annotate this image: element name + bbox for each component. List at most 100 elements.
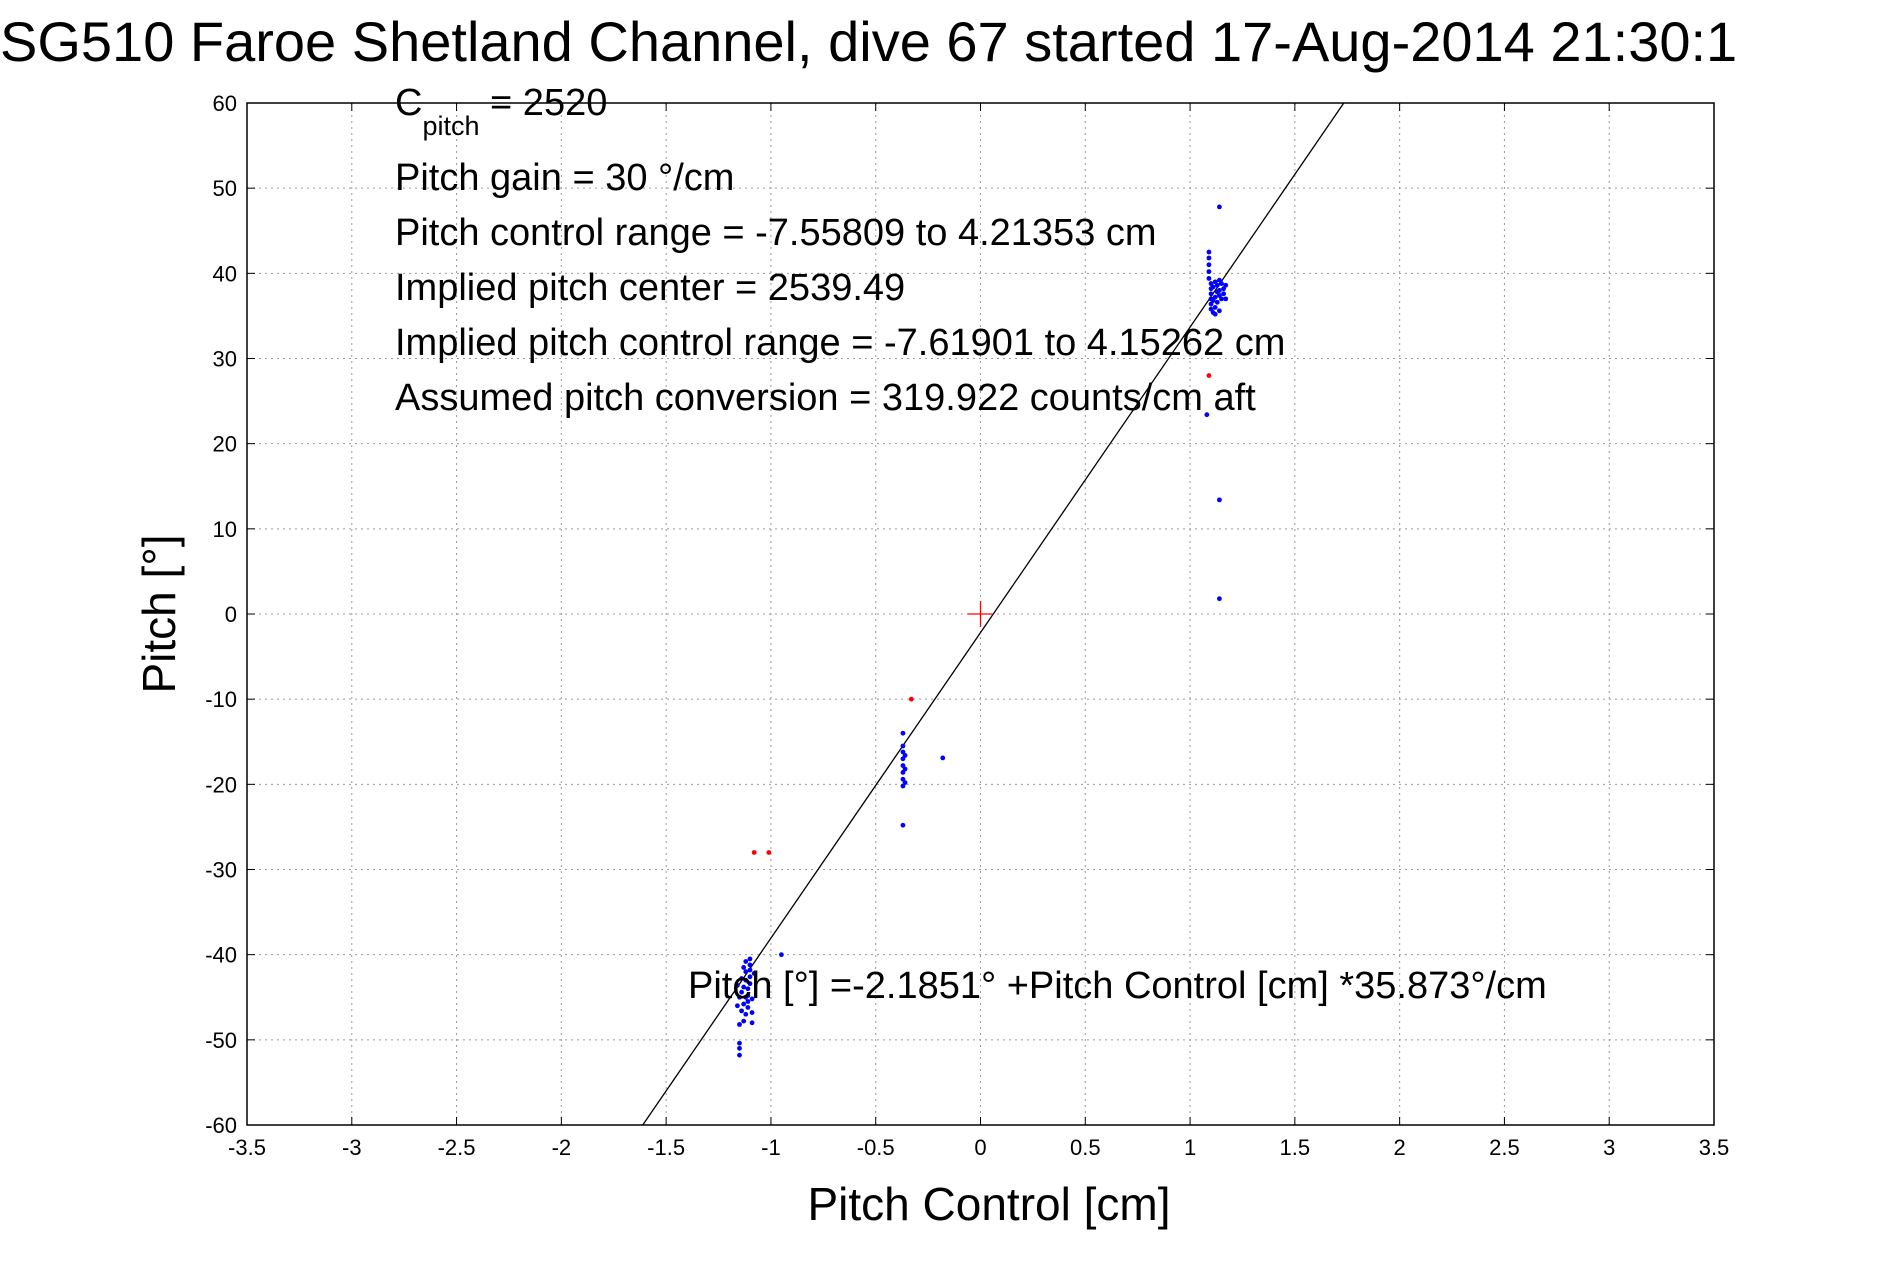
data-point	[747, 962, 753, 968]
y-tick-label: -30	[205, 858, 237, 883]
data-point	[737, 1022, 742, 1027]
x-tick-label: -3.5	[228, 1135, 266, 1160]
data-point	[747, 956, 753, 962]
data-point	[1212, 305, 1218, 310]
annotation-pitch-control-range: Pitch control range = -7.55809 to 4.2135…	[395, 212, 1157, 254]
annotation-c-pitch-sub: pitch	[422, 111, 479, 141]
y-tick-label: -40	[205, 943, 237, 968]
data-points	[734, 204, 1229, 1058]
data-point	[743, 994, 749, 1000]
data-point	[1206, 249, 1212, 255]
y-tick-label: 30	[213, 347, 237, 372]
x-tick-label: -1.5	[647, 1135, 685, 1160]
data-point	[900, 730, 906, 736]
data-point	[743, 959, 749, 964]
data-point	[902, 766, 908, 772]
x-tick-label: 2	[1394, 1135, 1406, 1160]
fit-line-group	[642, 102, 1345, 1126]
data-point	[900, 743, 906, 749]
annotation-c-pitch-main: C	[395, 82, 422, 124]
data-point	[779, 952, 784, 958]
data-point	[741, 984, 747, 990]
data-point	[749, 1010, 755, 1015]
data-point	[1217, 287, 1222, 293]
y-tick-label: 60	[213, 91, 237, 116]
center-marker	[967, 601, 994, 627]
data-point	[739, 976, 744, 981]
annotation-assumed-pitch-conversion: Assumed pitch conversion = 319.922 count…	[395, 377, 1256, 419]
data-point	[940, 755, 946, 761]
x-tick-label: 2.5	[1489, 1135, 1520, 1160]
data-point	[749, 1020, 755, 1026]
data-point	[1221, 291, 1227, 297]
y-tick-label: 10	[213, 517, 237, 542]
data-point	[751, 850, 757, 855]
data-point	[902, 780, 908, 786]
data-point	[1217, 596, 1222, 602]
data-point	[747, 974, 753, 980]
annotation-fit-equation: Pitch [°] =-2.1851° +Pitch Control [cm] …	[688, 965, 1547, 1007]
data-point	[739, 1008, 744, 1014]
x-tick-label: -0.5	[857, 1135, 895, 1160]
data-point	[1214, 282, 1220, 288]
x-tick-label: -2	[552, 1135, 572, 1160]
data-point	[743, 969, 749, 975]
data-point	[737, 1052, 742, 1058]
data-point	[734, 982, 740, 988]
data-point	[1212, 311, 1218, 317]
x-tick-label: -1	[761, 1135, 781, 1160]
x-tick-label: 1.5	[1280, 1135, 1311, 1160]
y-tick-label: 20	[213, 432, 237, 457]
data-point	[747, 981, 753, 987]
data-point	[737, 994, 742, 1000]
data-point	[734, 1003, 740, 1009]
data-point	[741, 1018, 747, 1024]
x-tick-label: -3	[342, 1135, 362, 1160]
data-point	[1204, 412, 1210, 418]
x-tick-label: 0	[974, 1135, 986, 1160]
data-point	[745, 1005, 751, 1010]
data-point	[737, 1040, 742, 1046]
data-point	[1214, 299, 1220, 305]
data-point	[902, 752, 908, 758]
data-point	[737, 1045, 742, 1051]
data-point	[1223, 282, 1229, 288]
data-point	[749, 996, 755, 1002]
data-point	[751, 971, 757, 976]
y-tick-label: 40	[213, 261, 237, 286]
data-point	[743, 1011, 749, 1017]
chart-title: SG510 Faroe Shetland Channel, dive 67 st…	[0, 10, 1738, 73]
y-axis-label: Pitch [°]	[133, 534, 185, 693]
axis-ticks: -3.5 -3 -2.5 -2 -1.5 -1 -0.5 0 0.5 1 1.5 2 2.5 3 3.5 -6…	[205, 91, 1729, 1160]
data-point	[1206, 255, 1212, 261]
data-point	[1217, 497, 1222, 503]
x-tick-label: 0.5	[1070, 1135, 1101, 1160]
data-point	[1206, 262, 1212, 268]
data-point	[1210, 284, 1216, 290]
y-tick-label: -60	[205, 1113, 237, 1138]
data-point	[1219, 296, 1224, 302]
data-point	[1212, 294, 1218, 300]
annotation-c-pitch: Cpitch = 2520	[395, 82, 607, 141]
data-point	[741, 965, 747, 970]
x-tick-label: -2.5	[438, 1135, 476, 1160]
data-point	[739, 989, 744, 995]
data-point	[1217, 308, 1222, 314]
data-point	[743, 977, 749, 983]
data-point	[741, 1001, 747, 1007]
data-point	[745, 986, 751, 992]
data-point	[908, 696, 914, 702]
annotations: Cpitch = 2520 Pitch gain = 30 °/cm Pitch…	[395, 82, 1547, 1007]
data-point	[1206, 276, 1212, 281]
x-axis-label: Pitch Control [cm]	[808, 1178, 1171, 1230]
y-tick-label: -20	[205, 772, 237, 797]
annotation-implied-pitch-center: Implied pitch center = 2539.49	[395, 267, 905, 309]
data-point	[1208, 291, 1214, 297]
x-tick-label: 3	[1603, 1135, 1615, 1160]
data-point	[745, 999, 751, 1004]
data-point	[747, 967, 753, 973]
x-tick-label: 1	[1184, 1135, 1196, 1160]
annotation-c-pitch-value: = 2520	[480, 82, 608, 124]
data-point	[900, 822, 906, 828]
